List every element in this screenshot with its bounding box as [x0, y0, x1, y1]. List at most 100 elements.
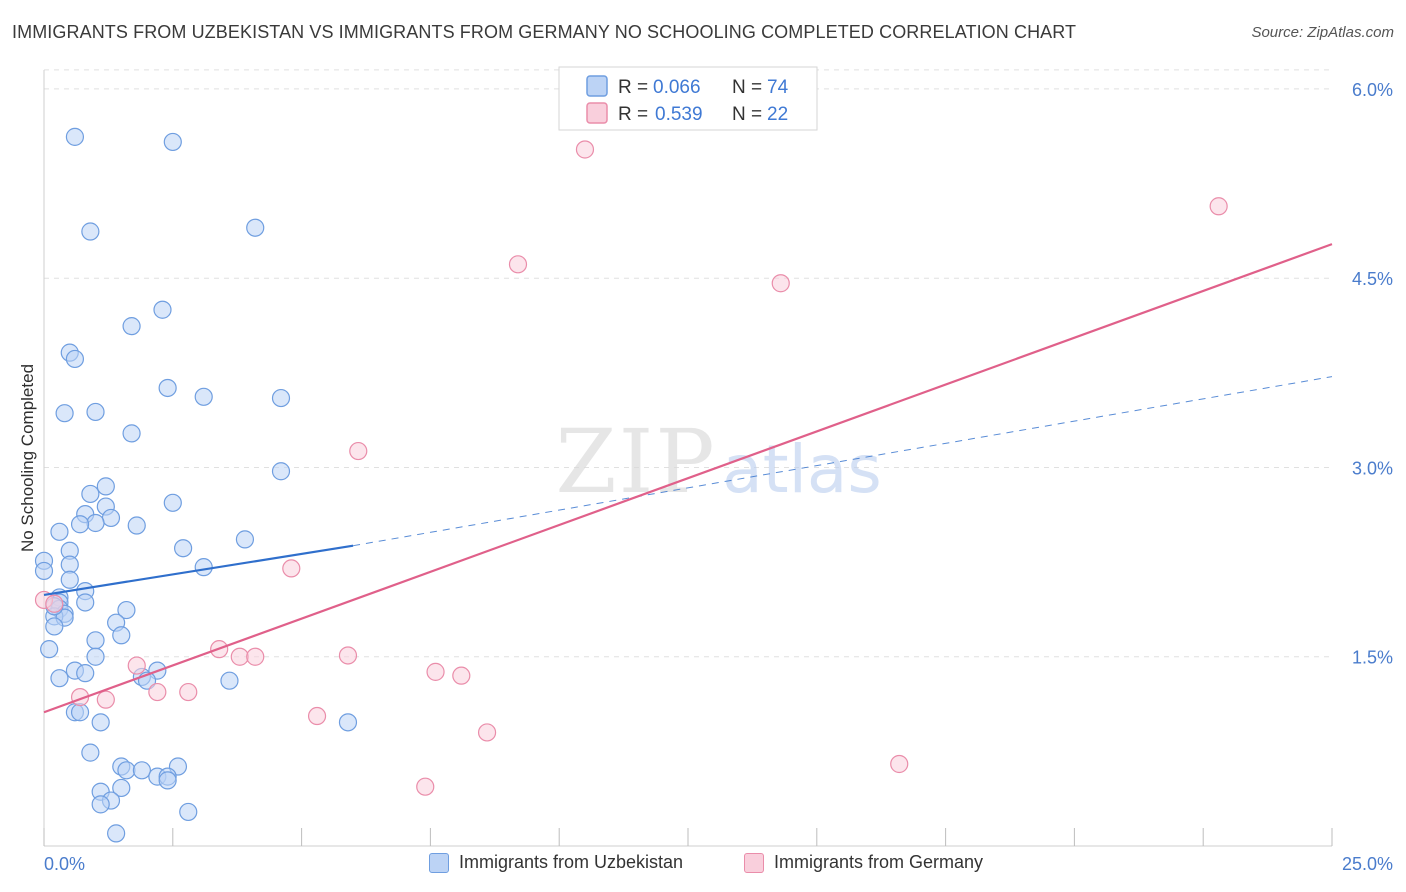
point-uzbekistan — [76, 593, 95, 612]
legend-r-label-germany: R = — [618, 104, 648, 125]
point-uzbekistan — [107, 824, 126, 843]
trend-line-germany — [43, 243, 1333, 714]
point-germany — [148, 682, 167, 702]
watermark-zip: ZIP — [555, 410, 716, 513]
legend-n-label-uzbekistan: N = — [732, 77, 762, 98]
point-germany — [179, 682, 198, 702]
watermark: ZIP atlas — [555, 410, 881, 513]
point-germany — [477, 723, 497, 742]
point-germany — [1209, 197, 1228, 216]
legend-swatch-uzbekistan — [586, 75, 608, 97]
point-uzbekistan — [194, 558, 213, 577]
chart-title: IMMIGRANTS FROM UZBEKISTAN VS IMMIGRANTS… — [12, 22, 1077, 42]
y-axis-tick-labels: 1.5% 3.0% 4.5% 6.0% — [1352, 80, 1393, 668]
legend-r-value-uzbekistan: 0.066 — [653, 77, 701, 98]
point-germany — [349, 441, 368, 461]
point-uzbekistan — [127, 516, 146, 535]
gridlines — [44, 69, 1332, 658]
point-uzbekistan — [50, 669, 69, 688]
point-uzbekistan — [112, 778, 131, 798]
legend-r-value-germany: 0.539 — [655, 104, 703, 125]
data-points — [34, 127, 1228, 843]
point-uzbekistan — [235, 530, 255, 549]
point-uzbekistan — [194, 387, 213, 406]
point-uzbekistan — [81, 222, 100, 241]
point-germany — [890, 754, 909, 774]
point-germany — [416, 777, 435, 796]
bottom-legend-label-uzbekistan: Immigrants from Uzbekistan — [459, 852, 684, 872]
point-germany — [282, 559, 301, 578]
bottom-legend-label-germany: Immigrants from Germany — [774, 852, 984, 872]
point-uzbekistan — [153, 300, 172, 319]
bottom-legend-item-germany: Immigrants from Germany — [744, 852, 983, 873]
chart-source: Source: ZipAtlas.com — [1251, 24, 1394, 41]
point-germany — [426, 662, 445, 681]
point-germany — [771, 274, 790, 293]
point-uzbekistan — [70, 703, 90, 722]
point-germany — [230, 647, 249, 666]
point-uzbekistan — [86, 402, 105, 422]
point-uzbekistan — [86, 647, 105, 666]
legend-n-value-germany: 22 — [767, 104, 788, 125]
point-uzbekistan — [158, 771, 177, 790]
point-uzbekistan — [86, 513, 105, 533]
point-germany — [45, 594, 64, 613]
point-uzbekistan — [81, 743, 100, 762]
bottom-legend-swatch-germany — [744, 852, 764, 873]
point-uzbekistan — [55, 404, 74, 423]
point-uzbekistan — [60, 570, 79, 589]
point-uzbekistan — [112, 626, 131, 645]
point-uzbekistan — [174, 539, 193, 558]
point-germany — [452, 666, 471, 685]
point-uzbekistan — [65, 349, 85, 369]
bottom-legend-item-uzbekistan: Immigrants from Uzbekistan — [429, 852, 683, 873]
point-germany — [307, 706, 327, 726]
point-uzbekistan — [179, 802, 198, 822]
y-tick-label: 6.0% — [1352, 80, 1393, 100]
point-uzbekistan — [91, 713, 110, 732]
point-uzbekistan — [271, 462, 291, 481]
point-uzbekistan — [60, 555, 79, 574]
point-uzbekistan — [246, 218, 265, 237]
point-uzbekistan — [86, 631, 105, 650]
trend-line-uzbekistan — [43, 544, 354, 596]
point-germany — [246, 647, 265, 666]
point-uzbekistan — [220, 671, 239, 690]
point-uzbekistan — [122, 317, 141, 336]
legend-box: R = 0.066 N = 74 R = 0.539 N = 22 — [558, 66, 818, 131]
point-uzbekistan — [117, 761, 136, 780]
legend-n-label-germany: N = — [732, 104, 762, 125]
y-tick-label: 4.5% — [1352, 269, 1393, 289]
legend-swatch-germany — [586, 102, 608, 124]
point-uzbekistan — [132, 761, 151, 780]
x-tick-label: 0.0% — [44, 854, 85, 874]
point-uzbekistan — [122, 424, 141, 443]
point-uzbekistan — [158, 378, 177, 398]
bottom-legend: Immigrants from Uzbekistan Immigrants fr… — [0, 850, 1406, 880]
point-germany — [508, 255, 528, 274]
trend-line-uzbekistan-dashed — [353, 376, 1333, 547]
y-tick-label: 3.0% — [1352, 458, 1393, 478]
watermark-atlas: atlas — [722, 431, 882, 508]
point-uzbekistan — [76, 664, 95, 683]
point-germany — [338, 646, 358, 665]
point-uzbekistan — [163, 493, 182, 512]
point-uzbekistan — [271, 388, 291, 408]
point-uzbekistan — [65, 127, 85, 146]
x-axis-ticks — [43, 828, 1333, 846]
point-uzbekistan — [163, 132, 182, 152]
point-uzbekistan — [34, 561, 54, 581]
point-germany — [575, 140, 595, 159]
point-uzbekistan — [96, 477, 115, 496]
x-tick-label: 25.0% — [1342, 854, 1393, 874]
point-uzbekistan — [45, 617, 64, 636]
y-tick-label: 1.5% — [1352, 648, 1393, 668]
legend-r-label-uzbekistan: R = — [618, 77, 648, 98]
trend-lines — [43, 243, 1333, 714]
point-uzbekistan — [101, 508, 121, 528]
point-uzbekistan — [91, 795, 110, 814]
point-germany — [96, 690, 115, 709]
point-uzbekistan — [338, 713, 358, 732]
point-uzbekistan — [81, 484, 100, 504]
